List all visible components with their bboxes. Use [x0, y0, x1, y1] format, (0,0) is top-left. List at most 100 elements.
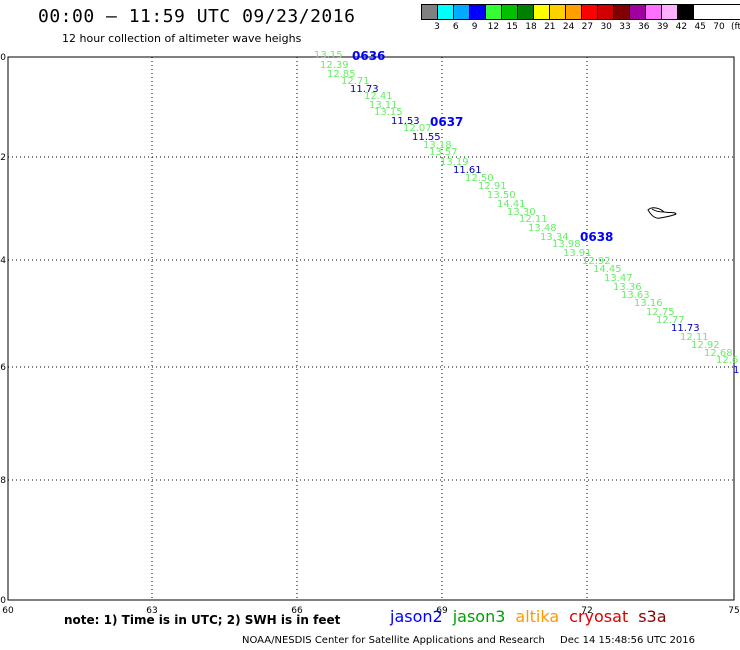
- wave-height-reading: 11.61: [453, 165, 482, 176]
- wave-height-reading: 12.92: [691, 340, 720, 351]
- legend-tick-label: 24: [562, 22, 575, 32]
- pass-label: 0638: [580, 230, 613, 244]
- legend-tick-label: 33: [619, 22, 631, 32]
- legend-tick-label: 15: [506, 22, 518, 32]
- legend-tick-label: 6: [452, 22, 459, 32]
- satellite-legend-item: jason2: [390, 607, 443, 626]
- wave-height-reading: 13.15: [374, 107, 403, 118]
- wave-height-reading: 13.15: [314, 50, 343, 61]
- wave-height-reading: 13.30: [507, 207, 536, 218]
- wave-height-reading: 12.11: [519, 214, 548, 225]
- wave-height-reading: 12.92: [582, 256, 611, 267]
- wave-height-reading: 13.34: [540, 232, 569, 243]
- wave-height-reading: 13.57: [429, 147, 458, 158]
- wave-height-reading: 12.6: [716, 355, 738, 366]
- wave-height-reading: 12.77: [656, 315, 685, 326]
- wave-height-reading: 12.07: [403, 123, 432, 134]
- credit-timestamp: Dec 14 15:48:56 UTC 2016: [560, 635, 696, 646]
- satellite-legend: jason2 jason3 altika cryosat s3a: [390, 607, 677, 626]
- legend-tick-label: 30: [600, 22, 612, 32]
- legend-swatch: [630, 5, 646, 19]
- wave-height-reading: 13.50: [487, 190, 516, 201]
- credit-line: NOAA/NESDIS Center for Satellite Applica…: [242, 635, 707, 646]
- units-note: note: 1) Time is in UTC; 2) SWH is in fe…: [64, 613, 341, 627]
- legend-swatch: [598, 5, 614, 19]
- wave-height-reading: 13.63: [621, 290, 650, 301]
- legend-swatch: [534, 5, 550, 19]
- wave-height-reading: 13.48: [528, 223, 557, 234]
- wave-height-reading: 13.47: [604, 273, 633, 284]
- satellite-legend-item: altika: [515, 607, 560, 626]
- page-subtitle: 12 hour collection of altimeter wave hei…: [62, 32, 302, 45]
- legend-swatch: [614, 5, 630, 19]
- wave-height-reading: 11.73: [350, 84, 379, 95]
- wave-height-reading: 12.85: [327, 69, 356, 80]
- legend-swatch: [470, 5, 486, 19]
- island-outline: [647, 207, 677, 219]
- latitude-label: -52: [0, 153, 6, 163]
- legend-tick-label: 3: [434, 22, 440, 32]
- latitude-label: -50: [0, 53, 6, 63]
- legend-tick-label: 36: [638, 22, 650, 32]
- legend-swatch: [566, 5, 582, 19]
- legend-swatch: [550, 5, 566, 19]
- satellite-legend-item: s3a: [638, 607, 667, 626]
- pass-labels: 0636 0637 0638: [352, 49, 613, 244]
- longitude-label: 75: [728, 606, 739, 616]
- longitude-label: 69: [436, 606, 448, 616]
- wave-height-reading: 12.41: [364, 91, 393, 102]
- latitude-label: -58: [0, 476, 6, 486]
- legend-tick-label: 9: [471, 22, 478, 32]
- satellite-legend-item: jason3: [452, 607, 506, 626]
- wave-height-reading: 12.50: [465, 173, 494, 184]
- legend-swatch: [502, 5, 518, 19]
- map-frame: [7, 56, 735, 601]
- latitude-labels: -50 -52 -54 -56 -58 -60: [0, 53, 6, 606]
- legend-swatch: [486, 5, 502, 19]
- longitude-label: 63: [146, 606, 157, 616]
- legend-swatch: [454, 5, 470, 19]
- wave-height-reading: 13.19: [440, 157, 469, 168]
- legend-swatch: [646, 5, 662, 19]
- legend-tick-label: (ft): [731, 22, 740, 32]
- pass-label: 0636: [352, 49, 385, 63]
- legend-swatch: [678, 5, 694, 19]
- wave-height-reading: 12.91: [478, 181, 507, 192]
- wave-height-reading: 12.71: [341, 76, 370, 87]
- legend-swatch: [518, 5, 534, 19]
- wave-height-readings: 13.1512.3912.8512.7111.7312.4113.1113.15…: [314, 50, 739, 376]
- legend-tick-label: 12: [487, 22, 500, 32]
- legend-swatch: [438, 5, 454, 19]
- wave-height-reading: 13.16: [634, 298, 663, 309]
- longitude-label: 72: [581, 606, 592, 616]
- legend-swatch: [582, 5, 598, 19]
- legend-tick-label: 42: [675, 22, 688, 32]
- longitude-labels: 60 63 66 69 72 75: [2, 606, 739, 616]
- latitude-label: -60: [0, 596, 6, 606]
- wave-height-reading: 12.68: [704, 348, 733, 359]
- longitude-label: 66: [291, 606, 303, 616]
- legend-tick-label: 45: [694, 22, 706, 32]
- legend-swatch: [662, 5, 678, 19]
- satellite-legend-item: cryosat: [569, 607, 629, 626]
- wave-height-reading: 12.75: [646, 307, 675, 318]
- wave-height-reading: 11.53: [391, 116, 420, 127]
- color-swatches: [421, 4, 740, 20]
- wave-height-reading: 13.98: [552, 239, 581, 250]
- longitude-label: 60: [2, 606, 14, 616]
- legend-tick-label: 18: [525, 22, 537, 32]
- pass-label: 0637: [430, 115, 463, 129]
- legend-tick-label: 39: [656, 22, 669, 32]
- legend-swatch: [422, 5, 438, 19]
- wave-height-reading: 13.11: [369, 100, 398, 111]
- wave-height-reading: 11.73: [671, 323, 700, 334]
- wave-height-reading: 14.45: [593, 264, 622, 275]
- wave-height-reading: 14.41: [497, 199, 526, 210]
- wave-height-reading: 13.36: [613, 282, 642, 293]
- wave-height-reading: 1: [733, 365, 739, 376]
- graticule: [8, 57, 734, 600]
- wave-height-reading: 13.18: [423, 140, 452, 151]
